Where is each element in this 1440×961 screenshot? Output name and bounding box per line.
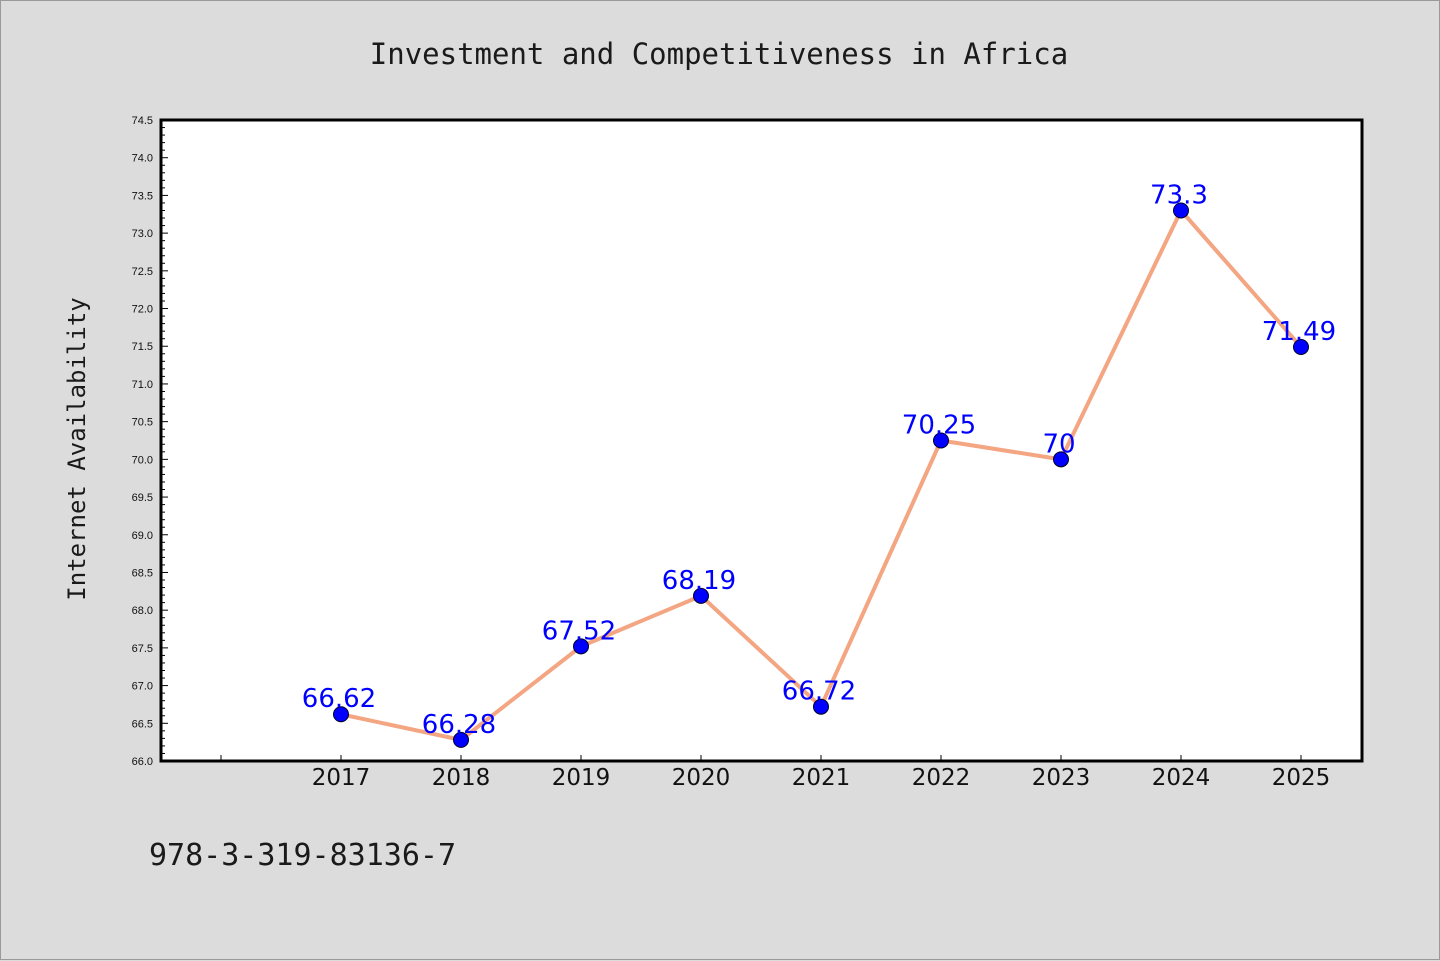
data-point [933, 432, 949, 449]
y-tick-label: 70.5 [132, 417, 153, 429]
x-tick-label: 2025 [1272, 765, 1331, 791]
x-tick-label: 2024 [1152, 765, 1211, 791]
data-label: 66.28 [422, 710, 496, 740]
y-tick-label: 74.5 [132, 115, 153, 127]
data-point [333, 706, 349, 723]
y-tick-label: 69.5 [132, 492, 153, 504]
data-label: 66.72 [782, 677, 856, 707]
x-tick-label: 2020 [672, 765, 731, 791]
y-tick-label: 69.0 [132, 530, 153, 542]
data-label: 66.62 [302, 684, 376, 714]
x-tick-label: 2019 [552, 765, 611, 791]
data-point [453, 731, 469, 748]
data-label: 71.49 [1262, 317, 1336, 347]
x-tick-label: 2022 [912, 765, 971, 791]
data-point [693, 587, 709, 604]
y-tick-label: 72.0 [132, 304, 153, 316]
y-tick-label: 72.5 [132, 266, 153, 278]
y-tick-label: 68.0 [132, 605, 153, 617]
data-label: 73.3 [1150, 180, 1208, 210]
data-point [1173, 202, 1189, 219]
x-axis-ticks: 2017 2018 2019 2020 2021 2022 2023 2024 2025 [220, 755, 1331, 791]
data-point [573, 638, 589, 655]
data-labels-layer: 66.62 66.28 67.52 68.19 66.72 70.25 70 73.3 71.4… [302, 180, 1336, 739]
y-tick-label: 66.0 [132, 756, 153, 768]
data-point [1293, 338, 1309, 355]
y-tick-label: 70.0 [132, 454, 153, 466]
y-tick-label: 71.0 [132, 379, 153, 391]
data-point [1053, 451, 1069, 468]
data-point [813, 698, 829, 715]
x-tick-label: 2021 [792, 765, 851, 791]
x-tick-label: 2017 [312, 765, 371, 791]
x-tick-label: 2018 [432, 765, 491, 791]
y-axis-label: Internet Availability [63, 297, 91, 600]
data-label: 68.19 [662, 566, 736, 596]
y-tick-label: 67.5 [132, 643, 153, 655]
y-tick-label: 73.0 [132, 228, 153, 240]
data-label: 70 [1042, 429, 1075, 459]
series-layer [333, 202, 1309, 748]
data-label: 70.25 [902, 411, 976, 441]
y-tick-label: 71.5 [132, 341, 153, 353]
y-tick-label: 66.5 [132, 718, 153, 730]
data-label: 67.52 [542, 616, 616, 646]
y-tick-label: 73.5 [132, 190, 153, 202]
y-tick-label: 68.5 [132, 567, 153, 579]
y-tick-label: 67.0 [132, 681, 153, 693]
x-tick-label: 2023 [1032, 765, 1091, 791]
chart-title: Investment and Competitiveness in Africa [370, 37, 1068, 71]
footnote-isbn: 978-3-319-83136-7 [149, 838, 456, 873]
y-axis-ticks: 66.0 66.5 67.0 67.5 68.0 68.5 69.0 69.5 70.0 70.5… [132, 115, 168, 768]
y-tick-label: 74.0 [132, 153, 153, 165]
